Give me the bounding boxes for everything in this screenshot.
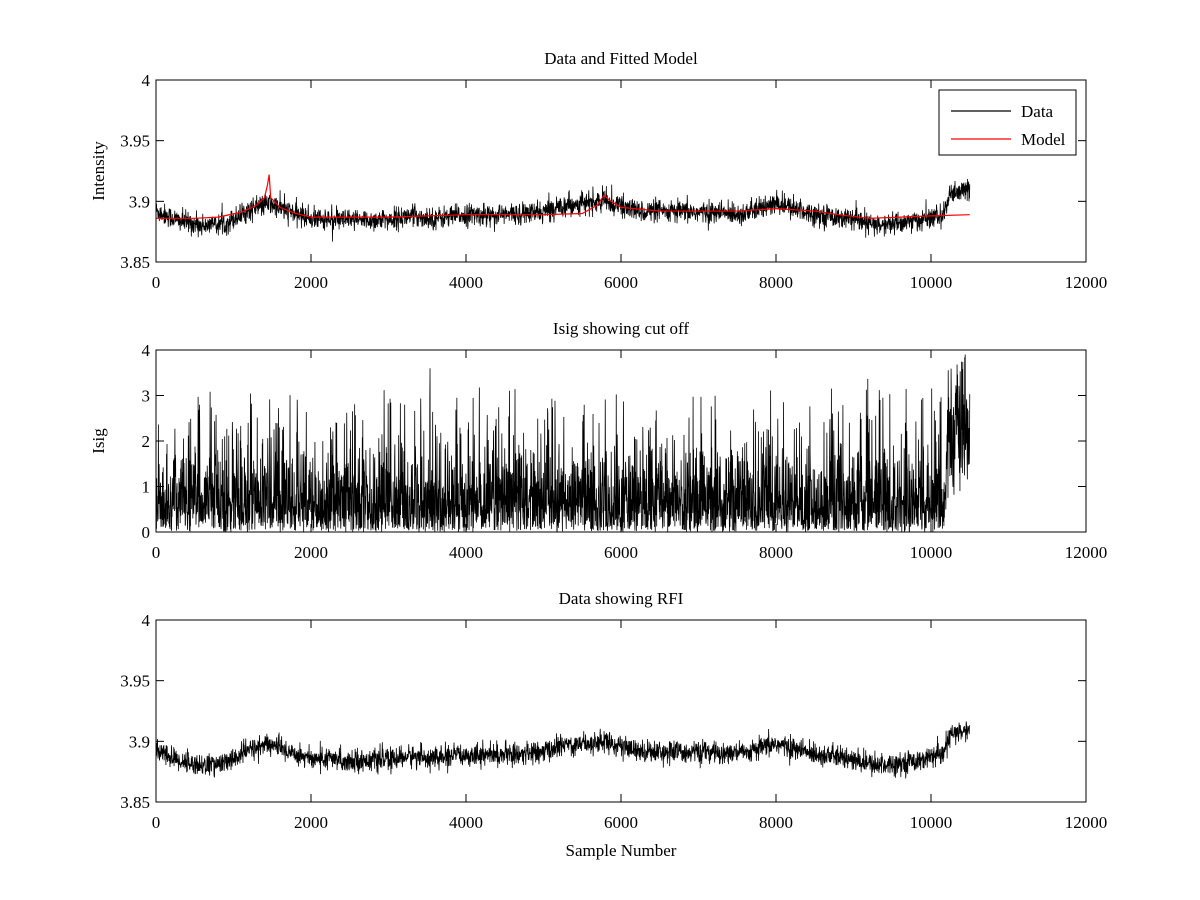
- x-tick-label: 2000: [294, 273, 328, 292]
- y-tick-label: 3.9: [129, 732, 150, 751]
- axes-frame: [155, 619, 1087, 803]
- y-tick-label: 2: [142, 432, 151, 451]
- legend-label-data: Data: [1021, 102, 1054, 121]
- legend-label-model: Model: [1021, 130, 1066, 149]
- y-tick-label: 3.9: [129, 192, 150, 211]
- y-axis-label: Intensity: [89, 141, 108, 201]
- x-tick-label: 12000: [1065, 813, 1108, 832]
- x-tick-label: 10000: [910, 543, 953, 562]
- y-tick-label: 1: [142, 478, 151, 497]
- chart-title: Data showing RFI: [559, 589, 684, 608]
- chart-panel-1: 0 2000 4000 6000 8000 10000 12000 3.85 3.9 3.95 4 D…: [89, 49, 1107, 292]
- chart-panel-2: 0 2000 4000 6000 8000 10000 12000 0 1 2 3 4 Isig sho…: [89, 319, 1107, 562]
- legend-box: [938, 89, 1077, 156]
- x-tick-label: 10000: [910, 813, 953, 832]
- y-tick-label: 3.95: [120, 672, 150, 691]
- x-tick-label: 6000: [604, 813, 638, 832]
- y-tick-label: 4: [142, 611, 151, 630]
- series-group: [156, 354, 971, 532]
- x-tick-label: 6000: [604, 273, 638, 292]
- x-tick-label: 2000: [294, 543, 328, 562]
- series-line-data: [156, 354, 971, 532]
- series-group: [156, 721, 971, 779]
- x-tick-label: 4000: [449, 273, 483, 292]
- chart-title: Isig showing cut off: [553, 319, 689, 338]
- legend: Data Model: [938, 89, 1077, 156]
- y-tick-label: 3: [142, 387, 151, 406]
- x-tick-label: 0: [152, 273, 161, 292]
- series-group: [156, 174, 971, 242]
- x-tick-label: 0: [152, 543, 161, 562]
- x-tick-label: 8000: [759, 813, 793, 832]
- x-tick-label: 12000: [1065, 273, 1108, 292]
- y-tick-label: 4: [142, 341, 151, 360]
- series-line-data: [156, 179, 971, 242]
- x-tick-label: 6000: [604, 543, 638, 562]
- x-tick-label: 8000: [759, 543, 793, 562]
- x-tick-label: 10000: [910, 273, 953, 292]
- series-line-model: [156, 174, 970, 219]
- x-tick-label: 0: [152, 813, 161, 832]
- y-tick-label: 3.85: [120, 793, 150, 812]
- x-tick-label: 4000: [449, 543, 483, 562]
- chart-panel-3: 0 2000 4000 6000 8000 10000 12000 3.85 3.9 3.95 4 D…: [120, 589, 1107, 860]
- series-line-data: [156, 721, 971, 779]
- x-tick-label: 2000: [294, 813, 328, 832]
- y-tick-label: 4: [142, 71, 151, 90]
- y-tick-label: 0: [142, 523, 151, 542]
- x-tick-label: 8000: [759, 273, 793, 292]
- x-tick-label: 4000: [449, 813, 483, 832]
- x-axis-label: Sample Number: [566, 841, 677, 860]
- y-tick-label: 3.95: [120, 132, 150, 151]
- x-tick-label: 12000: [1065, 543, 1108, 562]
- chart-title: Data and Fitted Model: [544, 49, 698, 68]
- y-axis-label: Isig: [89, 428, 108, 454]
- y-tick-label: 3.85: [120, 253, 150, 272]
